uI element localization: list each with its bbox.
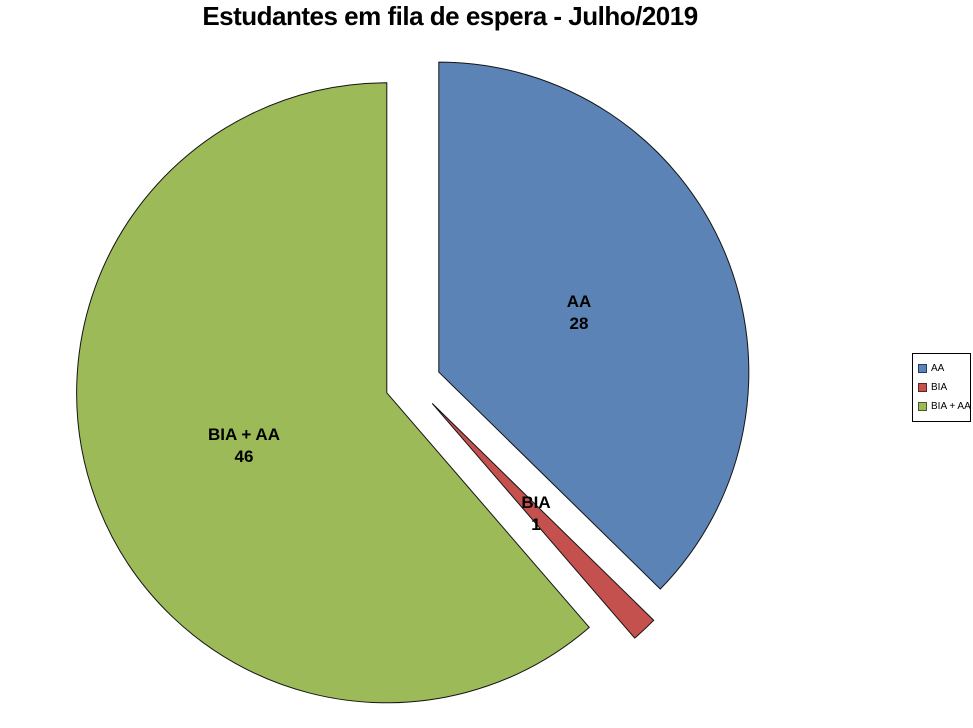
pie-slice-bia-aa xyxy=(76,82,591,704)
legend-label-aa: AA xyxy=(931,363,945,374)
slice-label-name: AA xyxy=(566,292,592,311)
legend-label-bia-aa: BIA + AA xyxy=(931,401,971,412)
slice-label-bia-aa: BIA + AA 46 xyxy=(208,424,280,468)
legend-marker-bia-aa xyxy=(918,402,927,411)
pie-slice-bia xyxy=(431,403,655,639)
pie-slice-aa xyxy=(438,61,750,590)
slice-label-value: 46 xyxy=(234,447,254,466)
legend-item-bia-aa: BIA + AA xyxy=(918,397,971,416)
legend-item-bia: BIA xyxy=(918,378,968,397)
legend-label-bia: BIA xyxy=(931,382,948,393)
legend: AA BIA BIA + AA xyxy=(912,353,971,422)
legend-marker-bia xyxy=(918,383,927,392)
slice-label-name: BIA xyxy=(521,493,551,512)
legend-item-aa: AA xyxy=(918,359,968,378)
slice-label-value: 1 xyxy=(531,515,541,534)
slice-label-aa: AA 28 xyxy=(567,291,592,335)
slice-label-value: 28 xyxy=(569,314,589,333)
slice-label-bia: BIA 1 xyxy=(521,492,550,536)
chart-title: Estudantes em fila de espera - Julho/201… xyxy=(202,1,698,31)
slice-label-name: BIA + AA xyxy=(208,425,280,444)
legend-marker-aa xyxy=(918,364,927,373)
